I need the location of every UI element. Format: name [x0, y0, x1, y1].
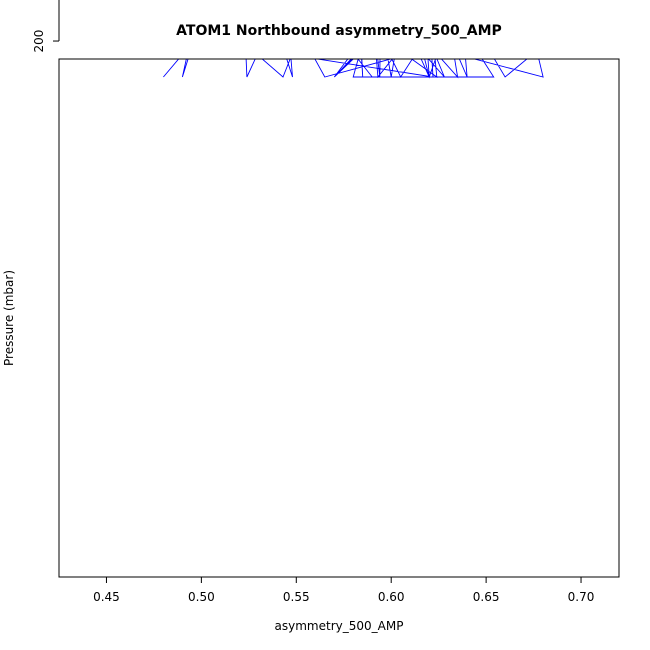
x-tick-label: 0.55	[283, 590, 310, 604]
x-axis-label: asymmetry_500_AMP	[275, 619, 404, 633]
y-axis-label: Pressure (mbar)	[2, 270, 16, 366]
y-tick-label: 200	[32, 30, 46, 53]
axis-layer: 0.450.500.550.600.650.701000800600400200	[32, 0, 594, 604]
x-tick-label: 0.65	[473, 590, 500, 604]
x-tick-label: 0.45	[93, 590, 120, 604]
data-point	[240, 3, 246, 9]
x-tick-label: 0.70	[568, 590, 595, 604]
x-tick-label: 0.50	[188, 590, 215, 604]
x-tick-label: 0.60	[378, 590, 405, 604]
data-point	[276, 50, 282, 56]
plot-box	[58, 58, 620, 578]
chart-title: ATOM1 Northbound asymmetry_500_AMP	[176, 23, 502, 39]
data-point	[132, 19, 138, 25]
data-point	[591, 0, 597, 6]
